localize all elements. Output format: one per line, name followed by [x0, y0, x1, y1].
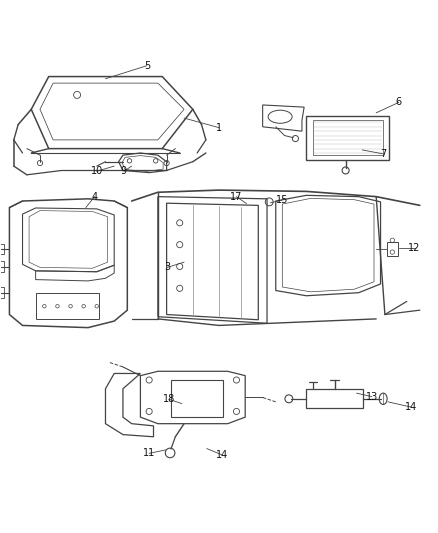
Text: 14: 14 — [405, 402, 417, 412]
Text: 11: 11 — [143, 448, 155, 458]
Text: 12: 12 — [408, 243, 421, 253]
Text: 4: 4 — [92, 192, 98, 201]
Text: 7: 7 — [380, 149, 386, 159]
Text: 10: 10 — [91, 166, 103, 176]
Text: 3: 3 — [164, 262, 170, 272]
Text: 17: 17 — [230, 192, 243, 201]
Text: 5: 5 — [144, 61, 150, 71]
Text: 13: 13 — [366, 392, 378, 401]
Text: 14: 14 — [216, 450, 229, 460]
Text: 15: 15 — [276, 195, 288, 205]
Text: 1: 1 — [216, 123, 222, 133]
Text: 18: 18 — [162, 394, 175, 404]
Text: 9: 9 — [121, 166, 127, 176]
Text: 6: 6 — [396, 98, 402, 107]
